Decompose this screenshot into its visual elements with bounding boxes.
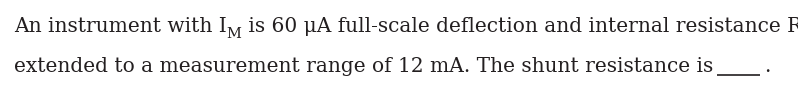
Text: .: . xyxy=(764,57,770,76)
Text: An instrument with I: An instrument with I xyxy=(14,17,227,36)
Text: M: M xyxy=(227,26,242,40)
Text: extended to a measurement range of 12 mA. The shunt resistance is: extended to a measurement range of 12 mA… xyxy=(14,57,713,76)
Text: is 60 μA full-scale deflection and internal resistance R: is 60 μA full-scale deflection and inter… xyxy=(242,17,798,36)
